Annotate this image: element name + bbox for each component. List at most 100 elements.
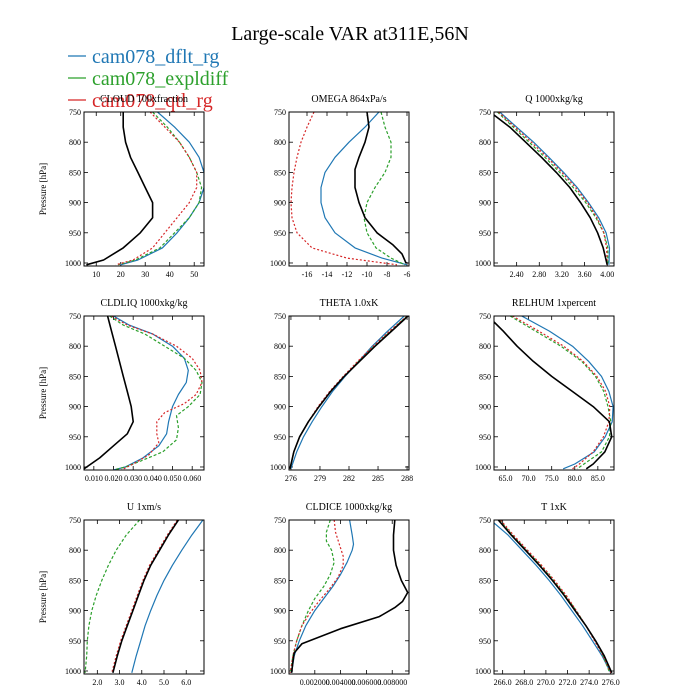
x-tick-label: 0.004000 xyxy=(326,678,356,687)
plot-frame xyxy=(83,111,205,267)
series-group xyxy=(494,520,613,674)
y-tick-label: 750 xyxy=(69,312,81,321)
series-group xyxy=(289,316,409,469)
y-tick-label: 850 xyxy=(479,576,491,585)
series-cam078_expldiff xyxy=(509,316,612,470)
x-tick-label: 268.0 xyxy=(515,678,533,687)
y-tick-label: 1000 xyxy=(270,259,286,268)
y-tick-label: 900 xyxy=(69,199,81,208)
y-tick-label: 800 xyxy=(69,138,81,147)
y-tick-label: 800 xyxy=(274,138,286,147)
y-tick-label: 950 xyxy=(479,229,491,238)
y-tick-label: 800 xyxy=(479,546,491,555)
series-group xyxy=(84,316,203,470)
y-tick-label: 1000 xyxy=(270,463,286,472)
y-tick-label: 1000 xyxy=(270,667,286,676)
y-tick-label: 750 xyxy=(69,516,81,525)
series-cam078_dflt_rg xyxy=(320,112,408,266)
series-cam078_expldiff xyxy=(84,520,141,673)
x-tick-label: 0.010 xyxy=(85,474,103,483)
plot-frame xyxy=(83,519,205,675)
y-tick-label: 950 xyxy=(274,433,286,442)
x-tick-label: 272.0 xyxy=(559,678,577,687)
x-tick-label: 3.60 xyxy=(578,270,592,279)
x-tick-label: 4.00 xyxy=(600,270,614,279)
y-tick-label: 750 xyxy=(69,108,81,117)
series-cam078_dflt_rg xyxy=(499,112,611,265)
x-tick-label: 75.0 xyxy=(545,474,559,483)
series-cam078_dflt_rg xyxy=(521,316,614,470)
x-tick-label: 20 xyxy=(117,270,125,279)
panel-title: RELHUM 1xpercent xyxy=(512,298,596,309)
plot-frame xyxy=(493,315,615,471)
legend-label-0: cam078_dflt_rg xyxy=(92,46,219,68)
plot-frame xyxy=(288,315,410,471)
y-tick-label: 900 xyxy=(274,199,286,208)
y-tick-label: 750 xyxy=(479,312,491,321)
x-tick-label: 276 xyxy=(285,474,297,483)
legend-label-2: cam078_qtl_rg xyxy=(92,90,213,112)
series-cam078_qtl_rg xyxy=(115,112,198,266)
y-tick-label: 800 xyxy=(69,546,81,555)
y-tick-label: 750 xyxy=(479,108,491,117)
x-tick-label: 270.0 xyxy=(537,678,555,687)
x-tick-label: 0.030 xyxy=(124,474,142,483)
panel-title: CLDLIQ 1000xkg/kg xyxy=(101,298,188,309)
panel-4: THETA 1.0xK 750 800 850 900 950 1000 276 279 282 2… xyxy=(270,298,413,483)
y-tick-label: 950 xyxy=(274,229,286,238)
x-tick-label: 0.050 xyxy=(164,474,182,483)
y-tick-label: 900 xyxy=(274,403,286,412)
plot-frame xyxy=(493,111,615,267)
series-cam078_expldiff xyxy=(496,112,609,265)
panels: CLOUD 100xfraction Pressure [hPa] 750 800 85… xyxy=(38,94,620,687)
x-tick-label: 30 xyxy=(141,270,149,279)
series-cam078_qtl_rg xyxy=(289,520,344,673)
series-cam078_dflt_rg xyxy=(113,316,189,470)
x-tick-label: 288 xyxy=(401,474,413,483)
plot-frame xyxy=(493,519,615,675)
series-cam078_dflt_rg xyxy=(290,316,405,469)
series-cam078_expldiff xyxy=(109,316,203,470)
x-tick-label: 2.0 xyxy=(92,678,102,687)
x-tick-label: 282 xyxy=(343,474,355,483)
series-cam078_dflt_rg xyxy=(131,520,204,673)
x-tick-label: 0.040 xyxy=(144,474,162,483)
series-group xyxy=(494,316,614,470)
x-tick-label: 279 xyxy=(314,474,326,483)
series-cam078_qtl_rg xyxy=(512,316,611,470)
series-cam078_qtl_rg xyxy=(289,316,408,469)
x-tick-label: -16 xyxy=(302,270,313,279)
x-tick-label: 10 xyxy=(92,270,100,279)
series-cam078_dflt_rg xyxy=(291,520,355,673)
plot-frame xyxy=(288,111,410,267)
panel-5: RELHUM 1xpercent 750 800 850 900 950 1000 65.0 7… xyxy=(475,298,615,483)
y-tick-label: 850 xyxy=(479,372,491,381)
x-tick-label: 5.0 xyxy=(159,678,169,687)
y-tick-label: 850 xyxy=(274,576,286,585)
x-tick-label: 0.020 xyxy=(105,474,123,483)
series-cam078_expldiff xyxy=(289,316,408,469)
x-tick-label: 40 xyxy=(166,270,174,279)
panel-title: OMEGA 864xPa/s xyxy=(311,94,386,105)
panel-title: T 1xK xyxy=(541,502,567,513)
series-cam078_qtl_rg xyxy=(290,112,398,266)
x-tick-label: 0.008000 xyxy=(377,678,407,687)
series-cam078_qtl_rg xyxy=(500,520,612,674)
x-tick-label: 85.0 xyxy=(591,474,605,483)
panel-2: Q 1000xkg/kg 750 800 850 900 950 1000 2.40 2.80 3… xyxy=(475,94,615,279)
y-tick-label: 1000 xyxy=(65,463,81,472)
y-tick-label: 750 xyxy=(274,516,286,525)
y-tick-label: 750 xyxy=(274,108,286,117)
x-tick-label: 2.40 xyxy=(510,270,524,279)
series-reference xyxy=(494,321,613,470)
x-tick-label: 50 xyxy=(190,270,198,279)
panel-6: U 1xm/s Pressure [hPa] 750 800 850 900 950 1000… xyxy=(38,502,205,687)
series-group xyxy=(84,520,204,674)
x-tick-label: 80.0 xyxy=(568,474,582,483)
panel-title: THETA 1.0xK xyxy=(320,298,379,309)
y-axis-label: Pressure [hPa] xyxy=(38,163,48,215)
series-cam078_qtl_rg xyxy=(111,316,203,470)
x-tick-label: 65.0 xyxy=(499,474,513,483)
